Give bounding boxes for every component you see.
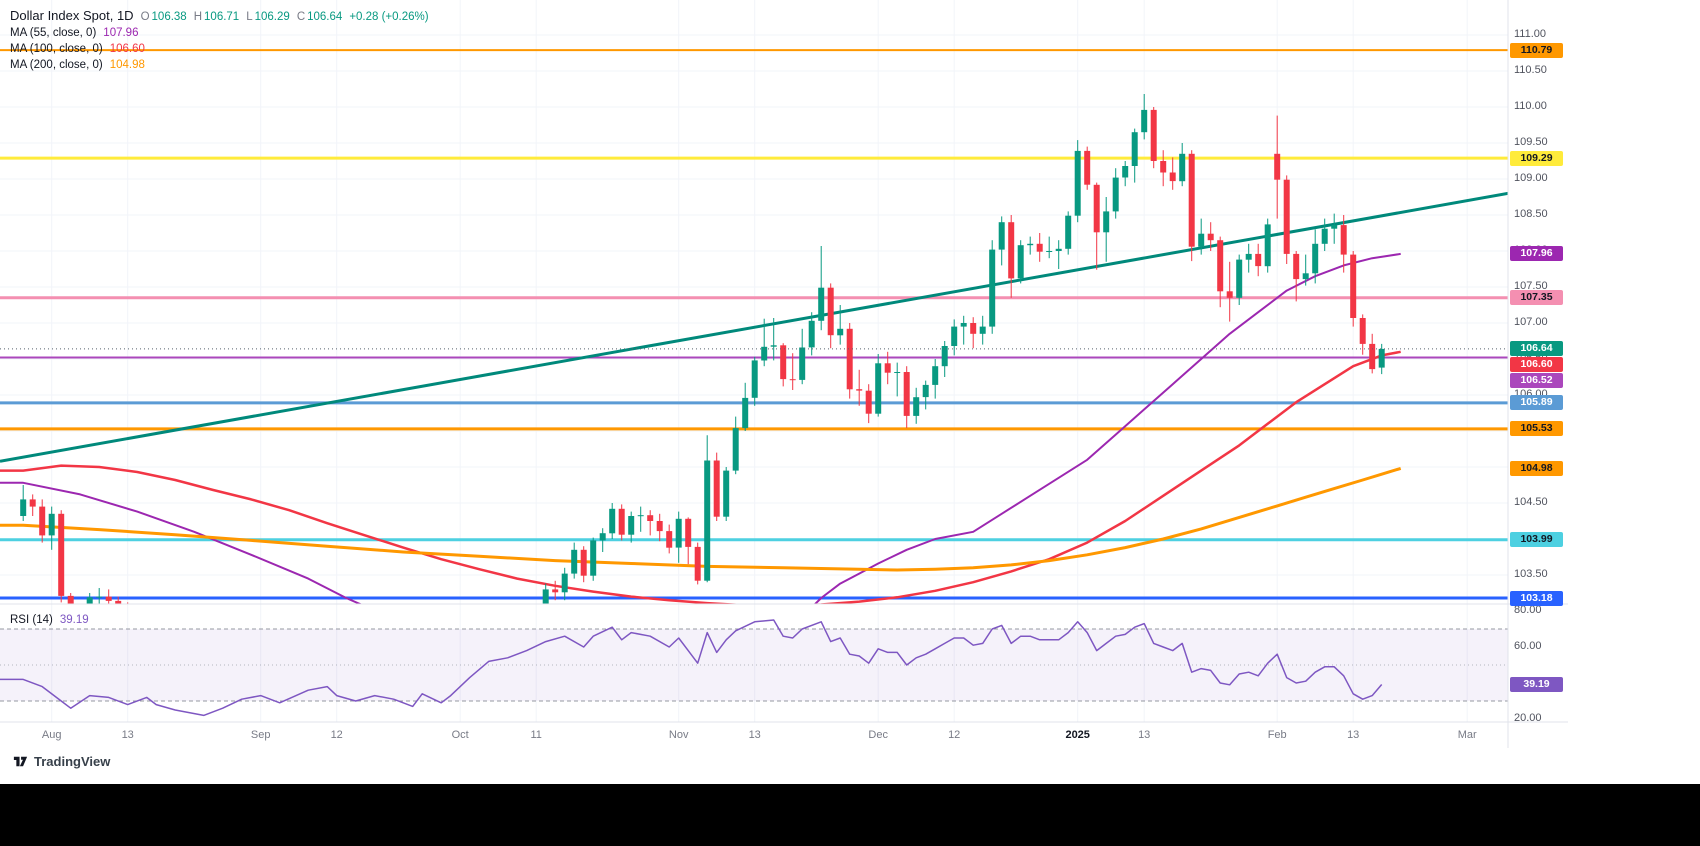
price-tick-label: 108.50 xyxy=(1514,208,1548,220)
price-tick-label: 111.00 xyxy=(1514,28,1547,40)
price-badge: 110.79 xyxy=(1510,42,1563,58)
high-label: H xyxy=(193,11,203,23)
ma200-label: MA (200, close, 0) xyxy=(10,59,103,71)
ma-100-line[interactable] xyxy=(0,350,1401,606)
price-badge: 105.53 xyxy=(1510,421,1563,437)
price-tick-label: 109.00 xyxy=(1514,172,1548,184)
price-badge: 103.18 xyxy=(1510,590,1563,606)
time-tick-label: 13 xyxy=(748,729,761,741)
price-tick-label: 110.00 xyxy=(1514,100,1547,112)
open-label: O xyxy=(140,11,150,23)
open-value: 106.38 xyxy=(151,11,187,23)
price-tick-label: 60.00 xyxy=(1514,640,1542,652)
ma100-legend-row[interactable]: MA (100, close, 0) 106.60 xyxy=(10,41,429,57)
time-tick-label: Nov xyxy=(668,729,689,741)
price-badge: 106.64 xyxy=(1510,341,1563,357)
price-tick-label: 80.00 xyxy=(1514,604,1542,616)
main-price-pane[interactable] xyxy=(0,49,1508,748)
price-tick-label: 20.00 xyxy=(1514,712,1542,724)
time-axis[interactable]: Aug 13 Sep 12 Oct 11 Nov 13 Dec 12 2025 13 Feb 13 Mar xyxy=(0,722,1508,748)
price-tick-label: 109.50 xyxy=(1514,136,1548,148)
symbol-title: Dollar Index Spot, 1D xyxy=(10,8,134,23)
rsi-legend-row[interactable]: RSI (14) 39.19 xyxy=(10,612,89,628)
close-value: 106.64 xyxy=(307,11,343,23)
ascending-trendline[interactable] xyxy=(0,191,1508,463)
time-tick-label: Dec xyxy=(868,729,888,741)
price-tick-label: 110.50 xyxy=(1514,64,1547,76)
price-badge: 105.89 xyxy=(1510,395,1563,411)
time-tick-label: Feb xyxy=(1267,729,1287,741)
price-badge: 109.29 xyxy=(1510,150,1563,166)
ma100-value: 106.60 xyxy=(109,43,145,55)
time-tick-label: 13 xyxy=(1138,729,1151,741)
price-badge: 104.98 xyxy=(1510,460,1563,476)
rsi-pane[interactable] xyxy=(0,619,1508,717)
time-tick-label: 2025 xyxy=(1065,729,1090,741)
ma55-label: MA (55, close, 0) xyxy=(10,27,97,39)
time-tick-label: Oct xyxy=(451,729,469,741)
price-badge: 106.52 xyxy=(1510,373,1563,389)
price-badge: 39.19 xyxy=(1510,676,1563,692)
symbol-legend-row[interactable]: Dollar Index Spot, 1D O 106.38 H 106.71 L 106.… xyxy=(10,7,429,25)
tradingview-logo-icon xyxy=(13,756,28,767)
price-badge: 106.60 xyxy=(1510,357,1563,373)
rsi-line xyxy=(0,619,1383,717)
price-tick-label: 104.50 xyxy=(1514,496,1548,508)
time-tick-label: 11 xyxy=(530,729,542,741)
ma55-legend-row[interactable]: MA (55, close, 0) 107.96 xyxy=(10,25,429,41)
time-tick-label: 12 xyxy=(948,729,961,741)
price-tick-label: 103.50 xyxy=(1514,568,1548,580)
low-value: 106.29 xyxy=(254,11,290,23)
chart-legend: Dollar Index Spot, 1D O 106.38 H 106.71 L 106.… xyxy=(10,7,429,73)
chart-canvas[interactable] xyxy=(0,0,1568,748)
time-tick-label: 12 xyxy=(330,729,343,741)
close-label: C xyxy=(296,11,306,23)
ma55-value: 107.96 xyxy=(103,27,139,39)
time-tick-label: Sep xyxy=(250,729,271,741)
high-value: 106.71 xyxy=(204,11,240,23)
tradingview-watermark[interactable]: TradingView xyxy=(12,753,110,770)
price-axis[interactable]: 111.00110.50110.00109.50109.00108.50108.… xyxy=(1508,0,1570,748)
time-tick-label: 13 xyxy=(1347,729,1360,741)
bottom-black-bar xyxy=(0,784,1700,846)
price-badge: 107.35 xyxy=(1510,290,1563,306)
ma-200-line[interactable] xyxy=(0,466,1402,572)
ma-55-line[interactable] xyxy=(0,252,1401,688)
rsi-value: 39.19 xyxy=(59,614,89,626)
time-tick-label: Mar xyxy=(1457,729,1477,741)
price-tick-label: 107.00 xyxy=(1514,316,1548,328)
time-tick-label: Aug xyxy=(41,729,62,741)
price-badge: 103.99 xyxy=(1510,532,1563,548)
time-tick-label: 13 xyxy=(121,729,134,741)
ma200-value: 104.98 xyxy=(109,59,145,71)
price-badge: 107.96 xyxy=(1510,246,1563,262)
rsi-label: RSI (14) xyxy=(10,614,53,626)
price-tick-label: 107.50 xyxy=(1514,280,1548,292)
change-value: +0.28 (+0.26%) xyxy=(349,11,429,23)
watermark-text: TradingView xyxy=(34,754,111,769)
candlestick-series xyxy=(20,94,1385,604)
low-label: L xyxy=(246,11,253,23)
ma100-label: MA (100, close, 0) xyxy=(10,43,103,55)
ma200-legend-row[interactable]: MA (200, close, 0) 104.98 xyxy=(10,57,429,73)
